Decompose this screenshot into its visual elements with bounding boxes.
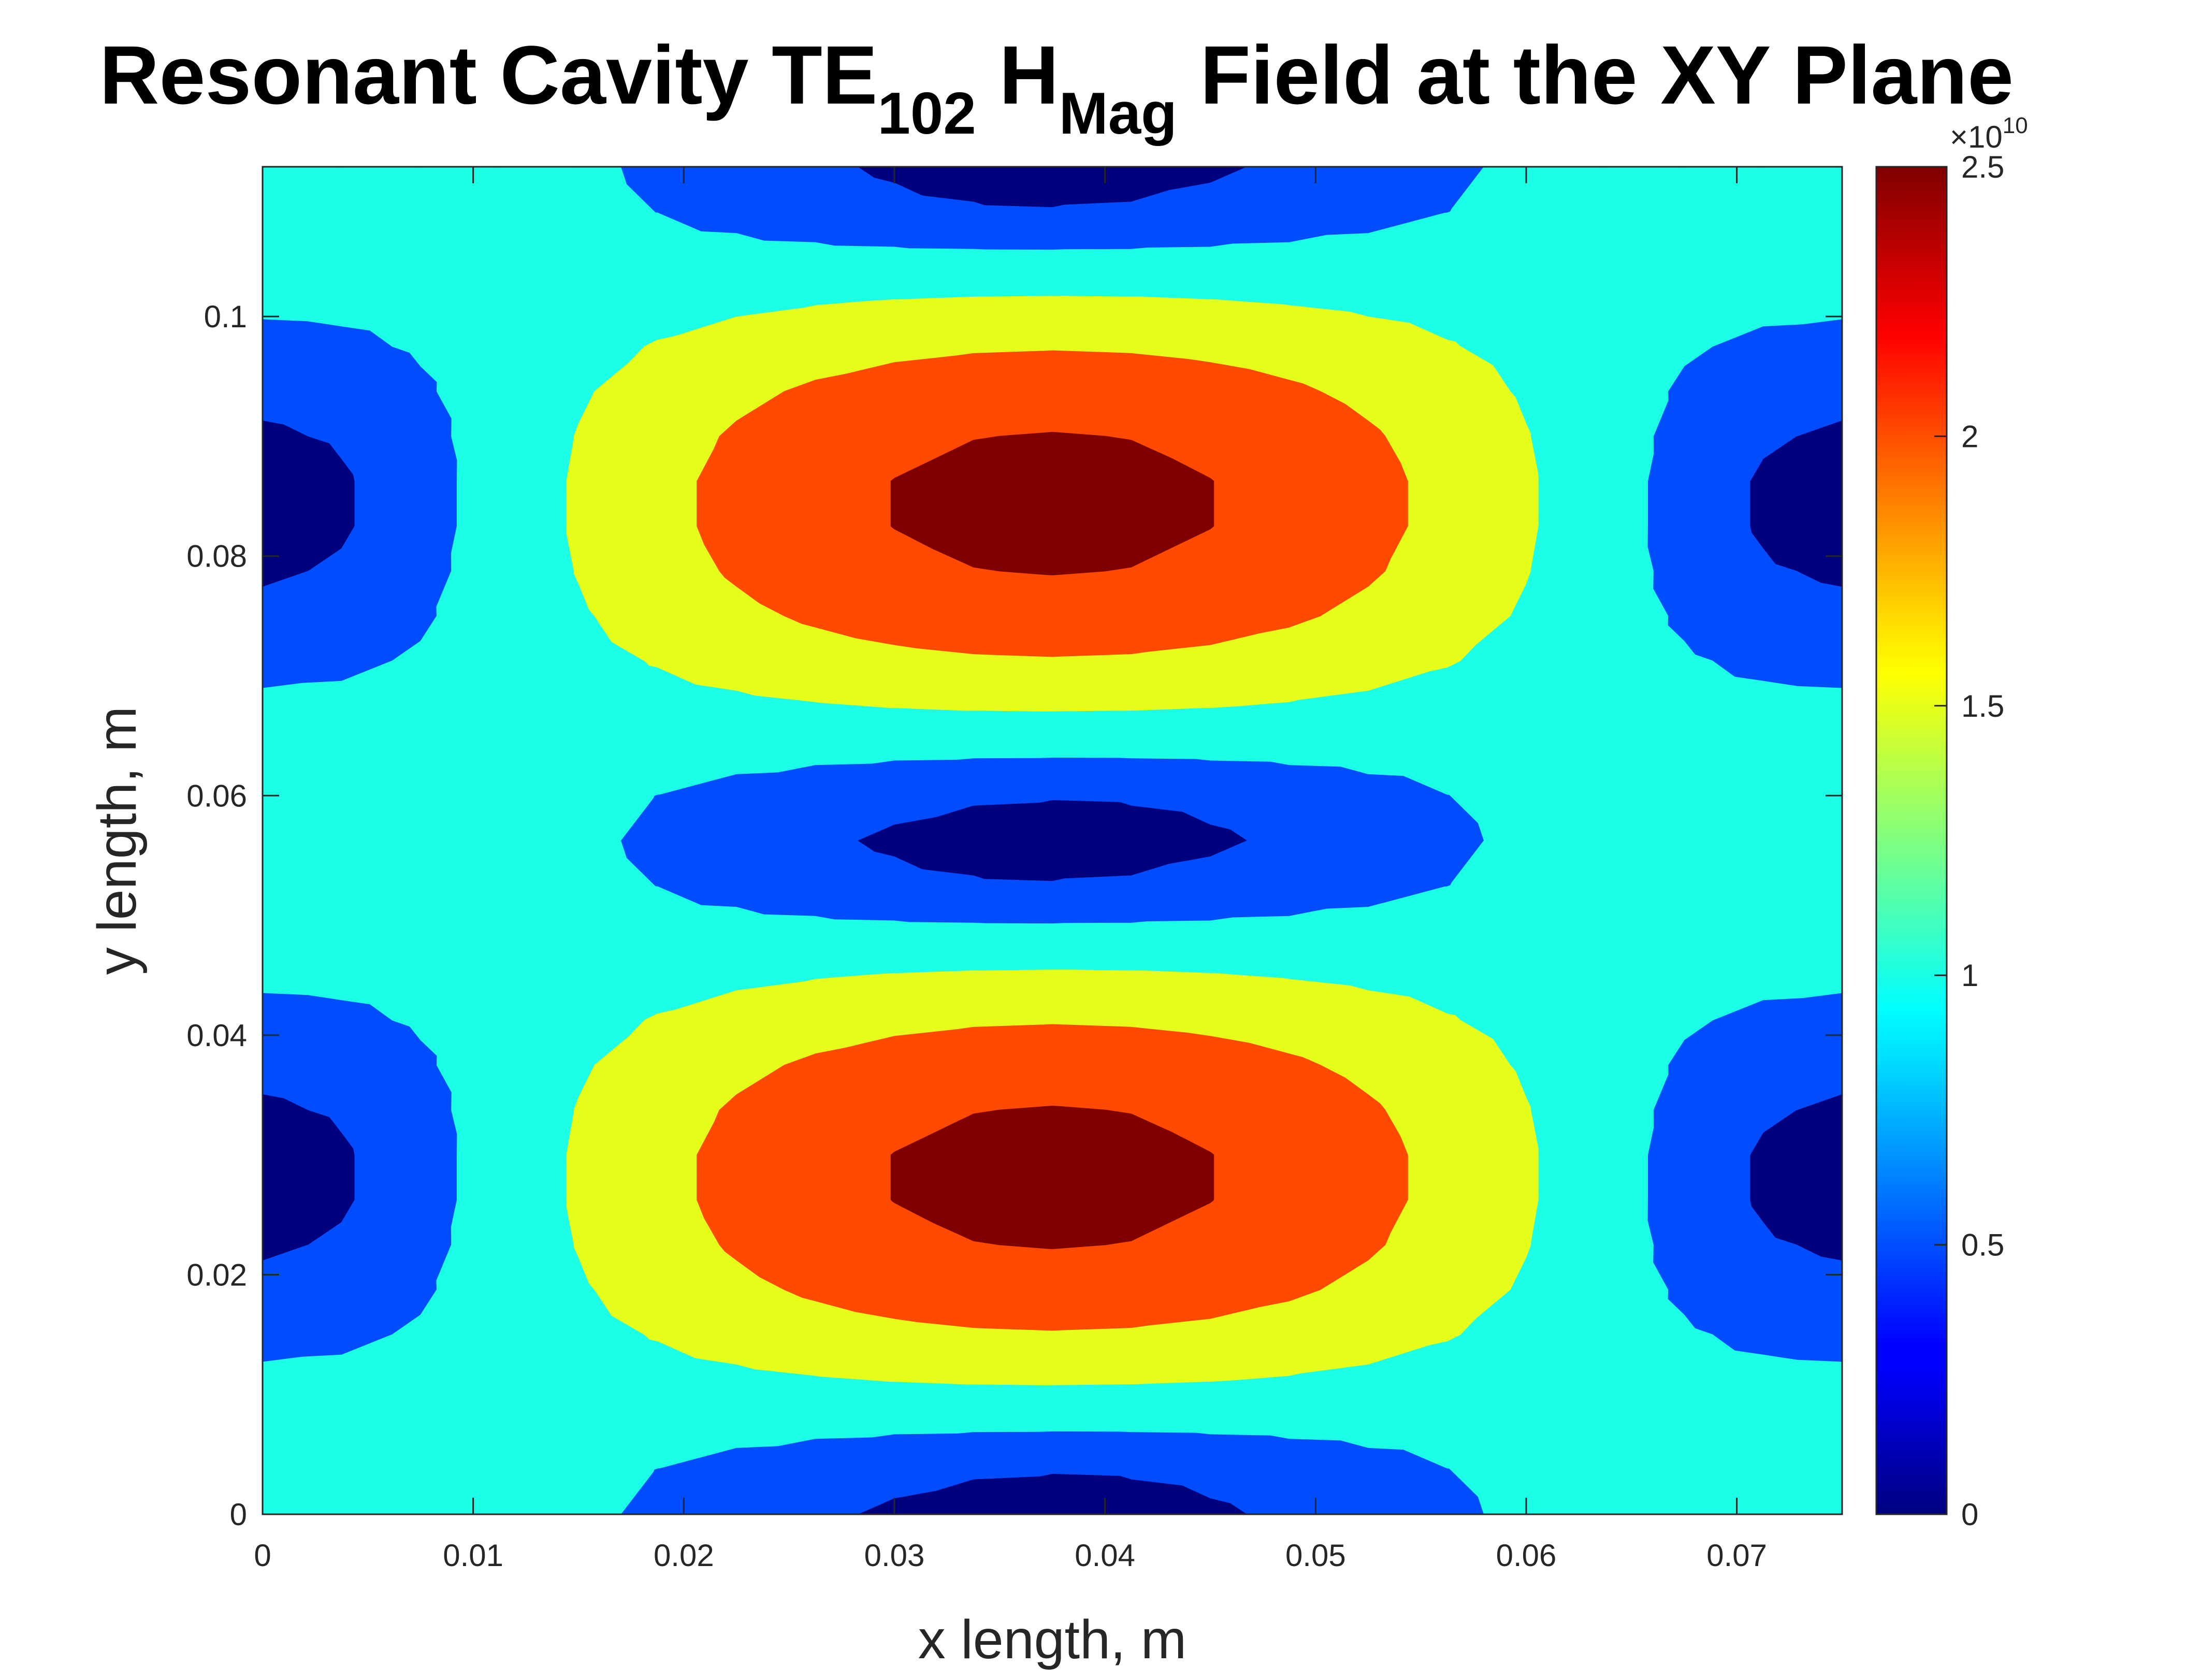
- contour-band-5: [890, 432, 1214, 1249]
- colorbar-tick-label: 0: [1961, 1497, 1978, 1532]
- x-tick-label: 0.01: [443, 1538, 503, 1573]
- y-tick-label: 0.08: [186, 539, 247, 574]
- colorbar-tick-label: 2: [1961, 419, 1978, 454]
- y-tick-label: 0.06: [186, 778, 247, 813]
- x-axis-label: x length, m: [918, 1609, 1186, 1670]
- y-axis-label: y length, m: [86, 706, 148, 975]
- y-axis-ticks: 0 0.02 0.04 0.06 0.08 0.1: [186, 299, 1842, 1532]
- contour-band-3: [566, 296, 1539, 1385]
- colorbar-tick-label: 0.5: [1961, 1228, 2004, 1263]
- y-tick-label: 0.02: [186, 1257, 247, 1292]
- colorbar-exponent-base: ×10: [1950, 120, 2003, 154]
- x-axis-ticks: 0 0.01 0.02 0.03 0.04 0.05 0.06 0.07: [254, 167, 1767, 1573]
- colorbar-tick-label: 1.5: [1961, 689, 2004, 723]
- title-field: H: [976, 28, 1059, 121]
- x-tick-label: 0.04: [1075, 1538, 1135, 1573]
- title-field-subscript: Mag: [1059, 81, 1177, 147]
- y-tick-label: 0.04: [186, 1018, 247, 1053]
- colorbar-exponent: ×1010: [1950, 113, 2028, 154]
- chart-title: Resonant Cavity TE102 HMag Field at the …: [99, 28, 2014, 147]
- axes-box: [262, 166, 1843, 1515]
- colorbar-ticks: 0 0.5 1 1.5 2 2.5: [1934, 150, 2004, 1532]
- colorbar: [1875, 166, 1948, 1515]
- y-tick-label: 0.1: [204, 299, 247, 334]
- colorbar-tick-label: 1: [1961, 958, 1978, 993]
- title-suffix: Field at the XY Plane: [1177, 28, 2014, 121]
- x-tick-label: 0.02: [654, 1538, 714, 1573]
- x-tick-label: 0.05: [1285, 1538, 1346, 1573]
- x-tick-label: 0.07: [1706, 1538, 1767, 1573]
- contour-fills: [263, 167, 1842, 1514]
- x-tick-label: 0.06: [1496, 1538, 1557, 1573]
- x-tick-label: 0.03: [864, 1538, 925, 1573]
- title-prefix: Resonant Cavity TE: [99, 28, 878, 121]
- colorbar-exponent-power: 10: [2003, 113, 2028, 138]
- title-mode-subscript: 102: [878, 81, 976, 147]
- y-tick-label: 0: [230, 1497, 247, 1532]
- x-tick-label: 0: [254, 1538, 271, 1573]
- colorbar-tick-label: 2.5: [1961, 150, 2004, 184]
